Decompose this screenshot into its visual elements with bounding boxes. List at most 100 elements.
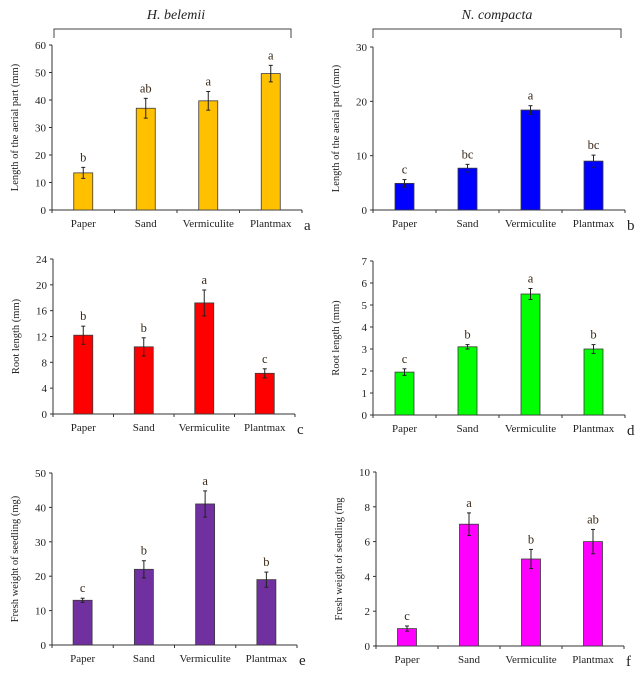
x-tick-label: Plantmax <box>246 653 288 665</box>
panel-a: 0 10 20 30 40 50 60 Length of the aerial part (… <box>10 40 311 234</box>
x-tick-label: Vermiculite <box>179 422 230 434</box>
significance-letter: bc <box>462 147 474 161</box>
y-tick-label: 8 <box>42 357 48 369</box>
y-tick-label: 16 <box>36 306 48 318</box>
significance-letter: b <box>464 328 470 342</box>
panel-label: f <box>626 654 631 670</box>
significance-letter: b <box>590 328 596 342</box>
x-tick-label: Paper <box>392 423 417 435</box>
significance-letter: a <box>528 272 534 286</box>
significance-letter: b <box>263 555 269 569</box>
bar-sand <box>135 107 156 211</box>
y-tick-label: 50 <box>35 468 47 480</box>
significance-letter: a <box>201 273 207 287</box>
x-tick-label: Sand <box>135 218 158 230</box>
significance-letter: b <box>528 532 534 546</box>
x-tick-label: Vermiculite <box>505 423 556 435</box>
y-tick-label: 6 <box>362 278 368 290</box>
x-tick-label: Vermiculite <box>183 218 234 230</box>
y-tick-label: 30 <box>35 123 47 135</box>
y-tick-label: 2 <box>365 606 371 618</box>
group-title-h-belemii: H. belemii <box>146 8 205 23</box>
bar-vermiculite <box>520 109 541 211</box>
bar-plantmax <box>256 579 277 646</box>
bar-sand <box>457 167 478 211</box>
x-tick-label: Paper <box>71 218 96 230</box>
bar-paper <box>394 371 415 416</box>
y-tick-label: 0 <box>41 640 47 652</box>
y-tick-label: 3 <box>362 344 368 356</box>
significance-letter: a <box>268 48 274 62</box>
x-tick-label: Plantmax <box>572 654 614 666</box>
panel-c: 0 4 8 12 16 20 24 Root length (mm) b Paper b Sand a V… <box>11 254 304 438</box>
bar-plantmax <box>260 73 281 211</box>
bar-plantmax <box>583 541 603 647</box>
y-tick-label: 4 <box>42 383 48 395</box>
y-tick-label: 40 <box>35 95 47 107</box>
y-axis-label: Root length (mm) <box>11 298 22 374</box>
group-bracket-n-compacta <box>372 28 622 38</box>
bar-sand <box>459 523 479 647</box>
y-axis-label: Length of the aerial part (mm) <box>331 64 342 192</box>
y-tick-label: 4 <box>365 571 371 583</box>
panel-f: 0 2 4 6 8 10 Fresh weight of seedling (mg c Pape… <box>334 467 631 670</box>
bar-vermiculite <box>521 558 541 647</box>
significance-letter: c <box>80 581 86 595</box>
group-bracket-h-belemii <box>53 28 292 38</box>
bar-vermiculite <box>194 302 215 415</box>
y-tick-label: 0 <box>41 205 47 217</box>
y-tick-label: 10 <box>35 178 47 190</box>
x-tick-label: Sand <box>457 218 480 230</box>
panel-label: d <box>627 423 635 439</box>
y-tick-label: 10 <box>35 606 47 618</box>
bar-plantmax <box>254 372 275 415</box>
y-tick-label: 8 <box>365 502 371 514</box>
y-tick-label: 5 <box>362 300 368 312</box>
x-tick-label: Paper <box>71 422 96 434</box>
y-tick-label: 12 <box>36 332 47 344</box>
significance-letter: b <box>141 544 147 558</box>
y-tick-label: 10 <box>356 151 368 163</box>
x-tick-label: Vermiculite <box>505 654 556 666</box>
y-tick-label: 0 <box>42 409 48 421</box>
significance-letter: c <box>262 352 268 366</box>
x-tick-label: Plantmax <box>250 218 292 230</box>
significance-letter: c <box>404 609 410 623</box>
panel-label: c <box>297 422 304 438</box>
bar-vermiculite <box>198 100 219 211</box>
significance-letter: a <box>202 474 208 488</box>
panel-e: 0 10 20 30 40 50 Fresh weight of seedling (mg)… <box>10 468 306 669</box>
y-tick-label: 30 <box>35 537 47 549</box>
bar-plantmax <box>583 348 604 416</box>
panel-b: 0 10 20 30 Length of the aerial part (mm) c Pa… <box>331 42 635 234</box>
y-axis-label: Fresh weight of seedling (mg <box>334 497 345 621</box>
y-tick-label: 20 <box>356 96 368 108</box>
panel-d: 0 1 2 3 4 5 6 7 Root length (mm) c Paper b Sand a Verm… <box>331 256 635 439</box>
panel-label: b <box>627 218 635 234</box>
y-tick-label: 10 <box>359 467 371 479</box>
bar-vermiculite <box>195 503 216 646</box>
y-tick-label: 50 <box>35 68 47 80</box>
y-tick-label: 4 <box>362 322 368 334</box>
y-tick-label: 40 <box>35 502 47 514</box>
bar-sand <box>133 568 154 646</box>
x-tick-label: Sand <box>457 423 480 435</box>
y-tick-label: 6 <box>365 537 371 549</box>
y-axis-label: Fresh weight of seedling (mg) <box>10 495 21 622</box>
x-tick-label: Vermiculite <box>179 653 230 665</box>
group-title-n-compacta: N. compacta <box>461 8 533 23</box>
significance-letter: c <box>402 163 408 177</box>
y-tick-label: 24 <box>36 254 48 266</box>
significance-letter: a <box>205 74 211 88</box>
x-tick-label: Sand <box>458 654 481 666</box>
significance-letter: a <box>466 496 472 510</box>
bar-sand <box>133 346 154 415</box>
x-tick-label: Paper <box>70 653 95 665</box>
y-tick-label: 60 <box>35 40 47 52</box>
x-tick-label: Sand <box>133 653 156 665</box>
significance-letter: b <box>141 321 147 335</box>
panel-label: e <box>299 653 306 669</box>
significance-letter: ab <box>587 512 599 526</box>
x-tick-label: Plantmax <box>573 218 615 230</box>
